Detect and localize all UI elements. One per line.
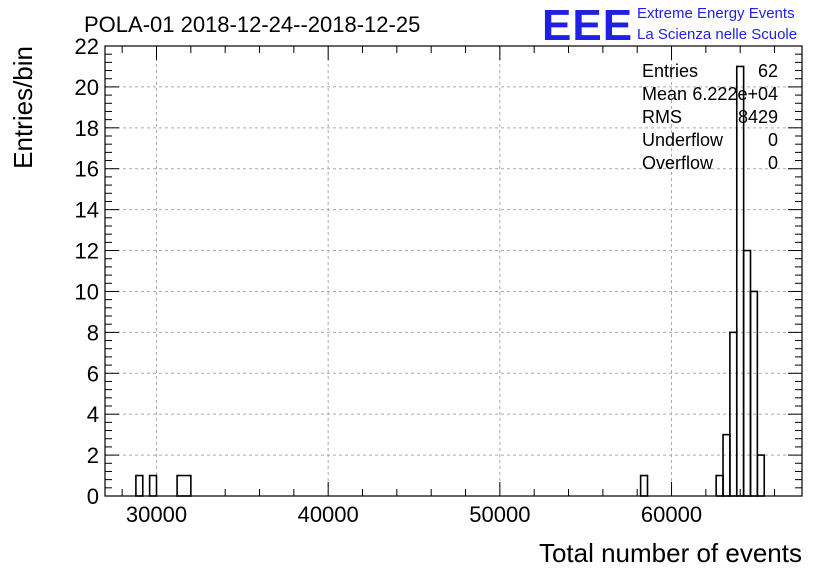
stats-label: Underflow — [642, 130, 724, 150]
histogram-bin — [135, 474, 144, 497]
tick-labels: 0 2 4 6 8 10 12 14 16 18 20 22 30000 40000 50000 60000 — [75, 34, 703, 527]
y-tick-label: 18 — [75, 116, 99, 141]
stats-value: 62 — [758, 61, 778, 81]
y-tick-label: 4 — [87, 402, 99, 427]
logo-mark: EEE — [542, 1, 633, 50]
stats-value: 0 — [768, 130, 778, 150]
y-tick-label: 2 — [87, 443, 99, 468]
stats-label: Overflow — [642, 153, 714, 173]
plot-frame — [104, 45, 803, 497]
y-tick-label: 20 — [75, 75, 99, 100]
stats-label: Entries — [642, 61, 698, 81]
chart-title: POLA-01 2018-12-24--2018-12-25 — [84, 12, 420, 37]
y-tick-label: 0 — [87, 484, 99, 509]
stats-label: RMS — [642, 107, 682, 127]
y-tick-label: 16 — [75, 157, 99, 182]
axis-ticks — [105, 45, 802, 497]
y-tick-label: 12 — [75, 239, 99, 264]
y-tick-label: 10 — [75, 279, 99, 304]
stats-box: Entries 62 Mean 6.222e+04 RMS 8429 Underflow 0 O… — [642, 61, 778, 173]
x-tick-label: 50000 — [469, 502, 530, 527]
eee-logo: EEE Extreme Energy Events La Scienza nel… — [542, 1, 797, 50]
logo-line-2: La Scienza nelle Scuole — [637, 26, 797, 43]
stats-value: 8429 — [738, 107, 778, 127]
y-tick-label: 22 — [75, 34, 99, 59]
y-tick-label: 8 — [87, 320, 99, 345]
histogram-bin — [715, 474, 724, 497]
histogram-bin — [639, 474, 649, 497]
histogram-bin — [735, 65, 745, 497]
y-tick-label: 6 — [87, 361, 99, 386]
histogram-bin — [176, 474, 192, 497]
x-tick-label: 30000 — [126, 502, 187, 527]
stats-label: Mean — [642, 84, 687, 104]
histogram-bin — [722, 433, 731, 497]
x-tick-label: 60000 — [641, 502, 702, 527]
x-tick-label: 40000 — [298, 502, 359, 527]
grid-lines — [105, 46, 802, 496]
y-axis-label: Entries/bin — [8, 46, 38, 169]
y-tick-label: 14 — [75, 198, 99, 223]
histogram-bin — [148, 474, 158, 497]
stats-value: 0 — [768, 153, 778, 173]
stats-value: 6.222e+04 — [692, 84, 778, 104]
logo-line-1: Extreme Energy Events — [637, 5, 795, 22]
histogram-bin — [756, 454, 766, 497]
x-axis-label: Total number of events — [539, 538, 802, 568]
histogram-bin — [749, 290, 759, 497]
